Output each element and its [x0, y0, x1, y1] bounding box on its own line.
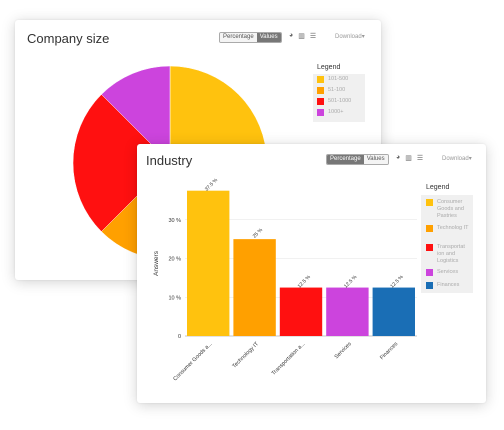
industry-download-button[interactable]: Download▾: [442, 155, 472, 162]
pie-slice-1000-[interactable]: [101, 65, 171, 164]
industry-bar-chart: 0 10 % 20 % 30 % Answers 37.5 % Consumer Goods…: [153, 177, 417, 383]
legend-swatch: [317, 109, 324, 116]
legend-swatch: [317, 87, 324, 94]
x-tick-label: Finances: [379, 341, 399, 361]
y-tick-label: 10 %: [168, 295, 181, 301]
legend-label: Consumer Goods and Pastries: [437, 199, 464, 219]
bar-data-label: 12.5 %: [297, 274, 313, 290]
industry-title: Industry: [146, 153, 193, 168]
bar[interactable]: [372, 287, 415, 336]
legend-swatch: [426, 244, 433, 251]
table-icon[interactable]: ☰: [416, 155, 424, 162]
chevron-down-icon: ▾: [468, 156, 472, 162]
legend-swatch: [317, 76, 324, 83]
table-icon[interactable]: ☰: [309, 33, 317, 40]
industry-values-button[interactable]: Values: [363, 155, 388, 164]
industry-card: Industry Percentage Values ◕ ▥ ☰ Downloa…: [137, 144, 486, 403]
company-percentage-button[interactable]: Percentage: [220, 33, 257, 42]
legend-swatch: [317, 98, 324, 105]
y-axis-label: Answers: [153, 250, 160, 276]
company-legend-item[interactable]: 51-100: [317, 87, 360, 94]
pie-chart-icon[interactable]: ◕: [396, 154, 401, 161]
company-legend-title: Legend: [317, 64, 341, 71]
industry-chart-type-icons: ◕ ▥ ☰: [396, 154, 423, 162]
bar[interactable]: [233, 239, 276, 336]
company-legend-item[interactable]: 501-1000: [317, 98, 360, 105]
bar-chart-icon[interactable]: ▥: [298, 33, 305, 40]
industry-legend-item[interactable]: Transportat ion and Logistics: [426, 244, 471, 265]
chevron-down-icon: ▾: [361, 34, 365, 40]
company-legend-item[interactable]: 101-500: [317, 76, 360, 83]
company-size-title: Company size: [27, 31, 110, 46]
x-tick-label: Transportation a...: [271, 341, 307, 377]
bar-data-label: 37.5 %: [204, 177, 220, 193]
x-tick-label: Technology IT: [232, 341, 261, 370]
industry-percentage-button[interactable]: Percentage: [327, 155, 364, 164]
bar-data-label: 25 %: [252, 227, 265, 240]
bar[interactable]: [187, 190, 230, 336]
industry-legend-item[interactable]: Technolog IT: [426, 225, 471, 232]
company-values-button[interactable]: Values: [256, 33, 281, 42]
industry-download-label: Download: [442, 156, 469, 162]
legend-swatch: [426, 282, 433, 289]
legend-label: 51-100: [328, 87, 346, 93]
y-tick-label: 30 %: [168, 218, 181, 224]
legend-label: Services: [437, 269, 459, 275]
industry-legend-title: Legend: [426, 184, 450, 191]
industry-legend-item[interactable]: Finances: [426, 282, 471, 289]
legend-label: 101-500: [328, 76, 349, 82]
legend-label: 501-1000: [328, 98, 352, 104]
legend-label: Finances: [437, 282, 460, 288]
pie-chart-icon[interactable]: ◕: [289, 32, 294, 39]
industry-legend-item[interactable]: Services: [426, 269, 471, 276]
company-download-label: Download: [335, 34, 362, 40]
pie-slice-501-1000[interactable]: [72, 94, 171, 232]
x-tick-label: Consumer Goods a...: [172, 341, 214, 383]
bar-data-label: 12.5 %: [389, 274, 405, 290]
company-chart-type-icons: ◕ ▥ ☰: [289, 32, 316, 40]
company-download-button[interactable]: Download▾: [335, 33, 365, 40]
legend-swatch: [426, 225, 433, 232]
legend-label: 1000+: [328, 109, 344, 115]
industry-view-toggle: Percentage Values: [326, 154, 389, 165]
y-tick-label: 20 %: [168, 257, 181, 263]
company-view-toggle: Percentage Values: [219, 32, 282, 43]
legend-label: Transportat ion and Logistics: [437, 244, 465, 264]
legend-swatch: [426, 269, 433, 276]
bar[interactable]: [279, 287, 323, 336]
company-legend-item[interactable]: 1000+: [317, 109, 360, 116]
x-tick-label: Services: [334, 341, 353, 360]
legend-swatch: [426, 199, 433, 206]
bar-chart-icon[interactable]: ▥: [405, 155, 412, 162]
bar-data-label: 12.5 %: [343, 274, 359, 290]
bar[interactable]: [326, 287, 369, 336]
legend-label: Technolog IT: [437, 225, 469, 231]
y-tick-label: 0: [178, 334, 181, 340]
industry-legend-item[interactable]: Consumer Goods and Pastries: [426, 199, 471, 220]
